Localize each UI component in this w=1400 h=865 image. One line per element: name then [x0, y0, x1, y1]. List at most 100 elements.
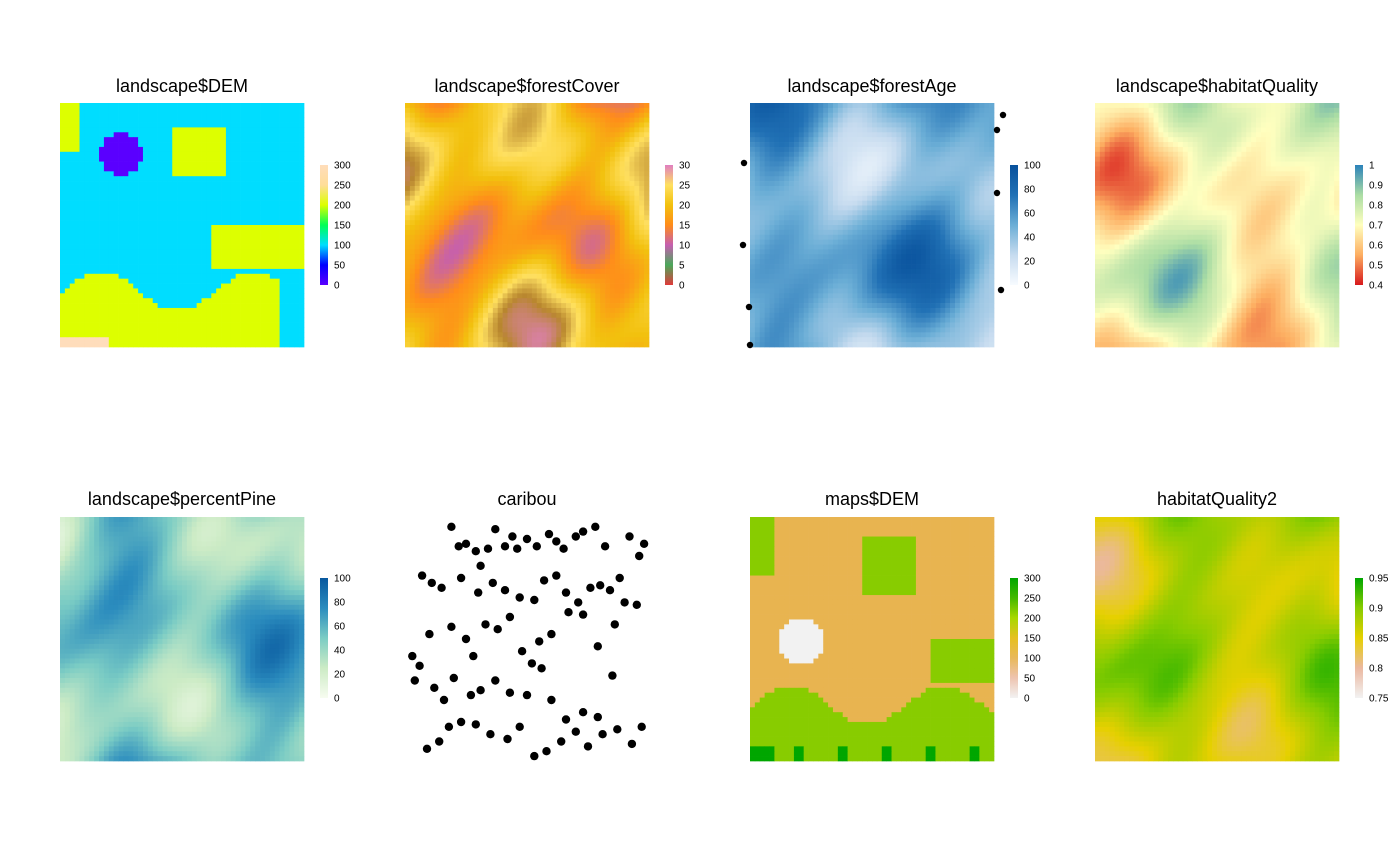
raster-cell	[167, 288, 173, 294]
raster-cell	[473, 342, 479, 348]
raster-cell	[221, 161, 227, 167]
raster-cell	[497, 337, 503, 343]
raster-cell	[74, 234, 80, 240]
raster-cell	[644, 122, 650, 128]
raster-cell	[634, 127, 640, 133]
raster-cell	[497, 112, 503, 118]
raster-cell	[478, 220, 484, 226]
raster-cell	[527, 185, 533, 192]
raster-cell	[157, 273, 163, 280]
raster-cell	[541, 239, 547, 245]
raster-cell	[473, 234, 479, 240]
raster-cell	[60, 122, 66, 128]
raster-cell	[561, 293, 567, 299]
raster-cell	[429, 254, 435, 260]
raster-cell	[409, 151, 416, 158]
raster-cell	[196, 166, 202, 172]
raster-cell	[230, 171, 237, 177]
raster-cell	[497, 190, 503, 197]
raster-cell	[527, 322, 533, 328]
raster-cell	[624, 229, 630, 236]
raster-cell	[448, 117, 455, 123]
raster-cell	[512, 332, 518, 338]
raster-cell	[409, 278, 416, 284]
raster-cell	[434, 200, 440, 206]
raster-cell	[123, 254, 129, 260]
raster-cell	[216, 288, 222, 294]
raster-cell	[619, 112, 625, 118]
raster-cell	[294, 156, 300, 162]
raster-cell	[434, 268, 440, 275]
raster-cell	[405, 337, 411, 343]
raster-cell	[118, 268, 124, 275]
raster-cell	[299, 166, 305, 172]
raster-cell	[128, 249, 134, 255]
raster-cell	[128, 293, 134, 299]
raster-cell	[566, 195, 572, 201]
raster-cell	[250, 112, 256, 118]
raster-cell	[590, 244, 596, 250]
raster-cell	[546, 181, 552, 187]
raster-cell	[580, 332, 586, 338]
raster-cell	[191, 181, 197, 187]
raster-cell	[536, 264, 542, 270]
raster-cell	[260, 185, 266, 192]
raster-cell	[619, 132, 625, 138]
raster-cell	[186, 239, 193, 245]
raster-cell	[536, 342, 542, 348]
raster-cell	[84, 259, 90, 265]
raster-cell	[167, 146, 173, 153]
raster-cell	[172, 283, 178, 289]
raster-cell	[561, 312, 567, 319]
raster-cell	[556, 151, 562, 158]
raster-cell	[211, 288, 217, 294]
raster-cell	[585, 327, 591, 333]
raster-cell	[492, 132, 499, 138]
raster-cell	[419, 171, 425, 177]
raster-cell	[409, 327, 416, 333]
raster-cell	[255, 244, 261, 250]
raster-cell	[556, 268, 562, 275]
raster-cell	[108, 171, 115, 177]
raster-cell	[89, 327, 95, 333]
raster-cell	[424, 166, 430, 172]
raster-cell	[409, 103, 416, 109]
raster-cell	[605, 234, 611, 240]
raster-cell	[162, 298, 168, 304]
raster-cell	[177, 312, 183, 319]
raster-cell	[279, 215, 285, 221]
raster-cell	[507, 220, 513, 226]
raster-cell	[644, 312, 650, 319]
raster-cell	[561, 337, 567, 343]
raster-cell	[414, 337, 420, 343]
raster-cell	[240, 156, 246, 162]
raster-cell	[177, 342, 183, 348]
raster-cell	[79, 122, 85, 128]
raster-cell	[108, 254, 115, 260]
raster-cell	[191, 322, 197, 328]
raster-cell	[541, 259, 547, 265]
raster-cell	[570, 249, 577, 255]
raster-cell	[225, 337, 232, 343]
raster-cell	[225, 122, 232, 128]
raster-cell	[609, 146, 616, 153]
raster-cell	[512, 259, 518, 265]
raster-cell	[294, 171, 300, 177]
raster-cell	[157, 259, 163, 265]
raster-cell	[590, 239, 596, 245]
raster-cell	[255, 122, 261, 128]
raster-cell	[429, 127, 435, 133]
raster-cell	[269, 244, 276, 250]
raster-cell	[182, 317, 188, 323]
raster-cell	[289, 322, 295, 328]
raster-cell	[79, 142, 85, 148]
raster-cell	[279, 205, 285, 211]
raster-cell	[64, 220, 71, 226]
raster-cell	[546, 322, 552, 328]
raster-cell	[478, 103, 484, 109]
raster-cell	[225, 210, 232, 216]
raster-cell	[225, 239, 232, 245]
raster-cell	[240, 176, 246, 182]
raster-cell	[274, 210, 280, 216]
raster-cell	[235, 171, 241, 177]
